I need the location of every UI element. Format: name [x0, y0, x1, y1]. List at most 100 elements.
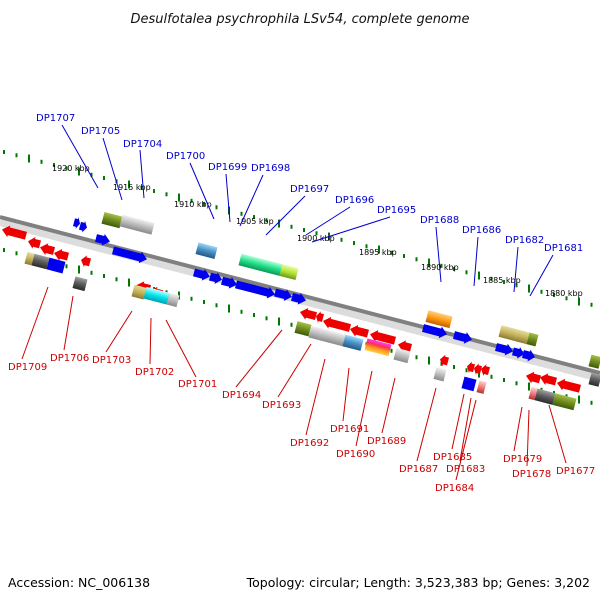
leader-line: [139, 149, 145, 199]
gene-box: [393, 347, 411, 364]
gene-glyph: [290, 292, 307, 305]
scale-label: 1885 kbp: [483, 276, 521, 285]
gene-glyph: [467, 361, 476, 374]
forward-arrow: [494, 343, 514, 356]
reverse-arrow: [316, 311, 325, 323]
reverse-arrow: [540, 373, 558, 386]
gene-label-bottom: DP1706: [50, 353, 89, 364]
gene-glyph: [526, 371, 542, 384]
gene-glyph: [78, 220, 88, 233]
leader-line: [265, 195, 306, 236]
gene-label-bottom: DP1701: [178, 379, 217, 390]
gene-glyph: [440, 354, 450, 367]
scale-label: 1900 kbp: [297, 234, 335, 243]
gene-label-top: DP1695: [377, 205, 416, 216]
gene-glyph: [192, 268, 211, 281]
gene-glyph: [31, 253, 50, 270]
gene-glyph: [540, 373, 558, 386]
gene-label-top: DP1688: [420, 215, 459, 226]
gene-box: [294, 321, 312, 337]
reverse-arrow: [323, 316, 352, 332]
gene-glyph: [398, 340, 413, 352]
gene-glyph: [318, 328, 348, 347]
gene-box: [514, 329, 530, 345]
gene-glyph: [425, 310, 453, 329]
gene-glyph: [364, 338, 392, 357]
forward-arrow: [452, 331, 473, 344]
gene-glyph: [452, 331, 473, 344]
gene-label-top: DP1696: [335, 195, 374, 206]
gene-glyph: [24, 251, 35, 266]
gene-label-bottom: DP1693: [262, 400, 301, 411]
gene-label-top: DP1707: [36, 113, 75, 124]
gene-glyph: [46, 257, 66, 274]
gene-glyph: [526, 332, 539, 347]
gene-glyph: [143, 286, 170, 305]
gene-label-bottom: DP1692: [290, 438, 329, 449]
gene-glyph: [273, 288, 293, 301]
gene-label-top: DP1682: [505, 235, 544, 246]
forward-arrow: [220, 276, 238, 289]
gene-glyph: [552, 393, 577, 411]
reverse-arrow: [28, 237, 42, 249]
leader-line: [63, 295, 74, 351]
gene-glyph: [433, 367, 447, 382]
scale-label: 1910 kbp: [174, 200, 212, 209]
gene-glyph: [421, 324, 448, 339]
gene-label-bottom: DP1691: [330, 424, 369, 435]
gene-glyph: [101, 211, 123, 229]
forward-arrow: [208, 272, 223, 284]
label-leader-lines: [21, 124, 567, 481]
gene-label-top: DP1700: [166, 151, 205, 162]
gene-label-bottom: DP1679: [503, 454, 542, 465]
gene-label-bottom: DP1709: [8, 362, 47, 373]
gene-glyph: [474, 363, 483, 375]
reverse-arrow: [440, 354, 450, 367]
gene-box: [364, 338, 392, 357]
gene-label-bottom: DP1689: [367, 436, 406, 447]
leader-line: [102, 137, 123, 201]
leader-line: [473, 236, 479, 287]
gene-glyph: [350, 324, 370, 338]
gene-glyph: [40, 243, 56, 255]
gene-box: [143, 286, 170, 305]
leader-line: [277, 343, 312, 398]
gene-box: [72, 276, 88, 292]
leader-line: [189, 162, 215, 220]
gene-glyph: [498, 325, 518, 341]
gene-box: [119, 214, 155, 235]
gene-box: [534, 388, 556, 405]
gene-glyph: [166, 292, 180, 308]
gene-label-bottom: DP1677: [556, 466, 595, 477]
gene-label-bottom: DP1678: [512, 469, 551, 480]
scale-line-top: [3, 150, 593, 307]
leader-line: [165, 319, 197, 378]
topology-text: Topology: circular; Length: 3,523,383 bp…: [246, 575, 590, 590]
leader-line: [526, 409, 530, 467]
gene-glyph: [111, 246, 148, 264]
leader-line: [455, 399, 477, 481]
leader-line: [225, 173, 231, 223]
reverse-arrow: [300, 307, 318, 321]
gene-label-bottom: DP1683: [446, 464, 485, 475]
gene-glyph: [316, 311, 325, 323]
gene-label-bottom: DP1694: [222, 390, 261, 401]
gene-label-bottom: DP1685: [433, 452, 472, 463]
scale-label: 1920 kbp: [52, 164, 90, 173]
reverse-arrow: [81, 255, 92, 268]
gene-glyph: [323, 316, 352, 332]
gene-box: [476, 380, 487, 394]
gene-glyph: [72, 217, 81, 229]
gene-box: [342, 334, 364, 351]
forward-arrow: [511, 347, 525, 359]
leader-line: [305, 206, 351, 236]
gene-box: [31, 253, 50, 270]
gene-label-bottom: DP1684: [435, 483, 474, 494]
gene-label-top: DP1697: [290, 184, 329, 195]
gene-glyph: [119, 214, 155, 235]
reverse-arrow: [398, 340, 413, 352]
gene-glyph: [234, 280, 276, 299]
gene-box: [528, 386, 538, 401]
